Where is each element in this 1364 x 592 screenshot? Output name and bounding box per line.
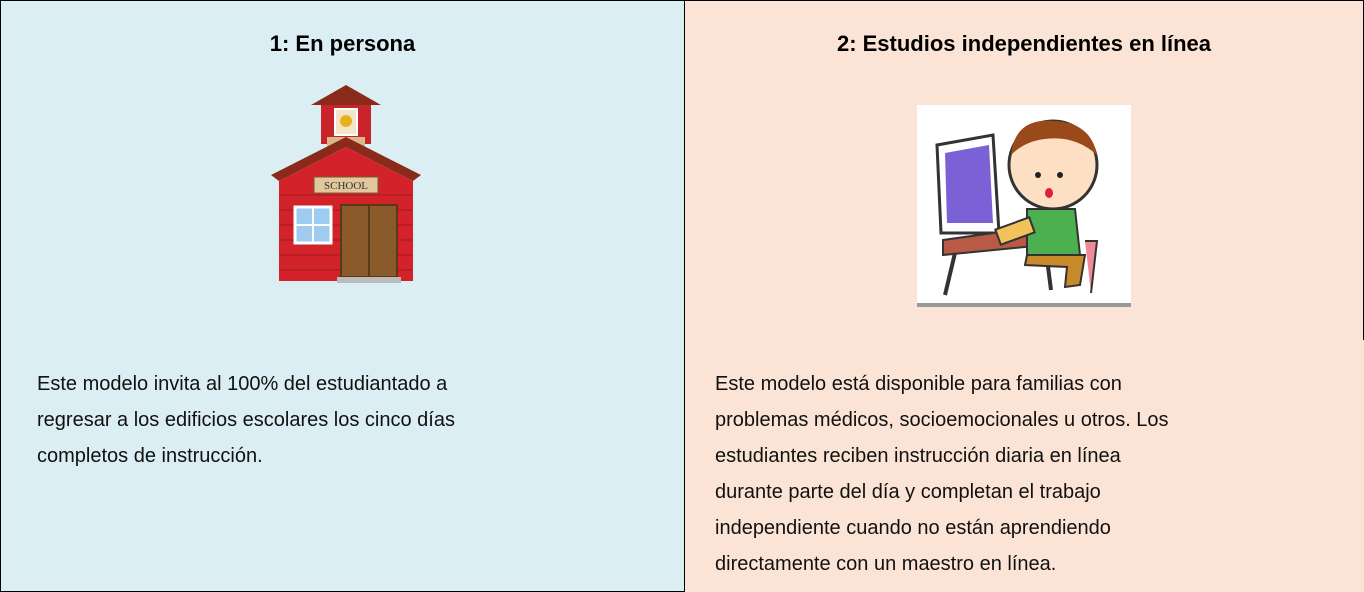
svg-text:SCHOOL: SCHOOL [324, 180, 368, 192]
school-illustration: SCHOOL [271, 85, 421, 283]
description-line: durante parte del día y completan el tra… [715, 481, 1101, 503]
student-illustration [917, 105, 1131, 307]
description-line: regresar a los edificios escolares los c… [37, 409, 455, 431]
description-line: problemas médicos, socioemocionales u ot… [715, 409, 1169, 431]
description: Este modelo invita al 100% del estudiant… [37, 366, 455, 474]
description: Este modelo está disponible para familia… [715, 366, 1169, 582]
body-cell: Este modelo está disponible para familia… [684, 340, 1364, 592]
column-title: 2: Estudios independientes en línea [836, 31, 1212, 56]
header-cell: 1: En persona SCHOOL [0, 0, 685, 341]
description-line: estudiantes reciben instrucción diaria e… [715, 445, 1121, 467]
body-cell: Este modelo invita al 100% del estudiant… [0, 340, 685, 592]
column-title: 1: En persona [269, 31, 416, 56]
description-line: directamente con un maestro en línea. [715, 553, 1057, 575]
header-cell: 2: Estudios independientes en línea [684, 0, 1364, 341]
description-line: completos de instrucción. [37, 445, 263, 467]
description-line: Este modelo está disponible para familia… [715, 373, 1122, 395]
description-line: Este modelo invita al 100% del estudiant… [37, 373, 448, 395]
description-line: independiente cuando no están aprendiend… [715, 517, 1111, 539]
